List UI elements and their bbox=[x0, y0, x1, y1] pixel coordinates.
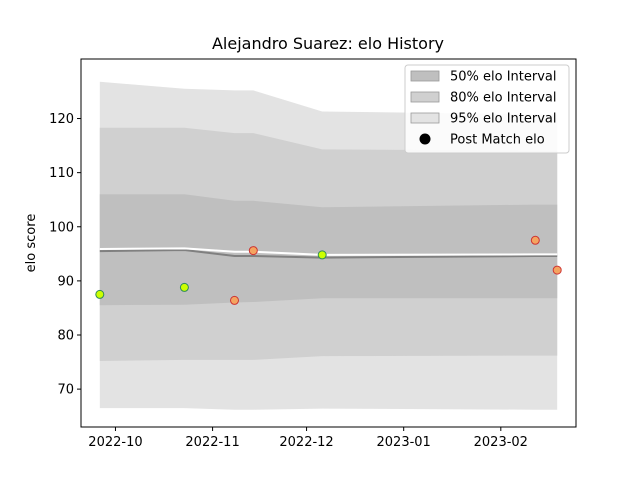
plot-area: 70 80 90 100 110 120 2022-10 2022-11 2022-12 2023… bbox=[49, 58, 577, 450]
y-tick-label: 110 bbox=[49, 166, 74, 181]
post-match-point bbox=[95, 289, 105, 299]
post-match-point bbox=[248, 246, 258, 256]
axes-frame bbox=[80, 58, 577, 428]
mean-elo-line bbox=[99, 248, 558, 259]
y-tick-label: 70 bbox=[57, 383, 74, 398]
legend-label: 95% elo Interval bbox=[450, 112, 557, 127]
x-tick-label: 2022-12 bbox=[279, 435, 333, 450]
legend-swatch-band50 bbox=[410, 70, 440, 82]
legend-swatch-band95 bbox=[410, 112, 440, 124]
x-tick-label: 2023-02 bbox=[474, 435, 528, 450]
chart-title: Alejandro Suarez: elo History bbox=[212, 34, 444, 53]
legend-label: Post Match elo bbox=[450, 133, 545, 148]
legend-box bbox=[404, 64, 570, 154]
legend: 50% elo Interval 80% elo Interval 95% elo … bbox=[404, 64, 570, 154]
legend-label: 80% elo Interval bbox=[450, 91, 557, 106]
post-match-point bbox=[230, 295, 239, 305]
y-tick-label: 120 bbox=[49, 112, 74, 127]
post-match-point bbox=[317, 250, 327, 260]
y-tick-label: 80 bbox=[57, 329, 74, 344]
y-tick-label: 90 bbox=[57, 274, 74, 289]
x-tick-label: 2022-10 bbox=[88, 435, 142, 450]
x-tick-label: 2023-01 bbox=[377, 435, 431, 450]
post-match-point bbox=[552, 265, 562, 275]
post-match-point bbox=[530, 235, 540, 245]
legend-swatch-point bbox=[419, 133, 431, 145]
x-tick-label: 2022-11 bbox=[185, 435, 239, 450]
band-50-interval bbox=[99, 194, 558, 306]
y-tick-label: 100 bbox=[49, 220, 74, 235]
legend-swatch-band80 bbox=[410, 91, 440, 103]
post-match-point bbox=[179, 282, 189, 292]
legend-label: 50% elo Interval bbox=[450, 70, 557, 85]
y-axis-label: elo score bbox=[24, 214, 39, 273]
